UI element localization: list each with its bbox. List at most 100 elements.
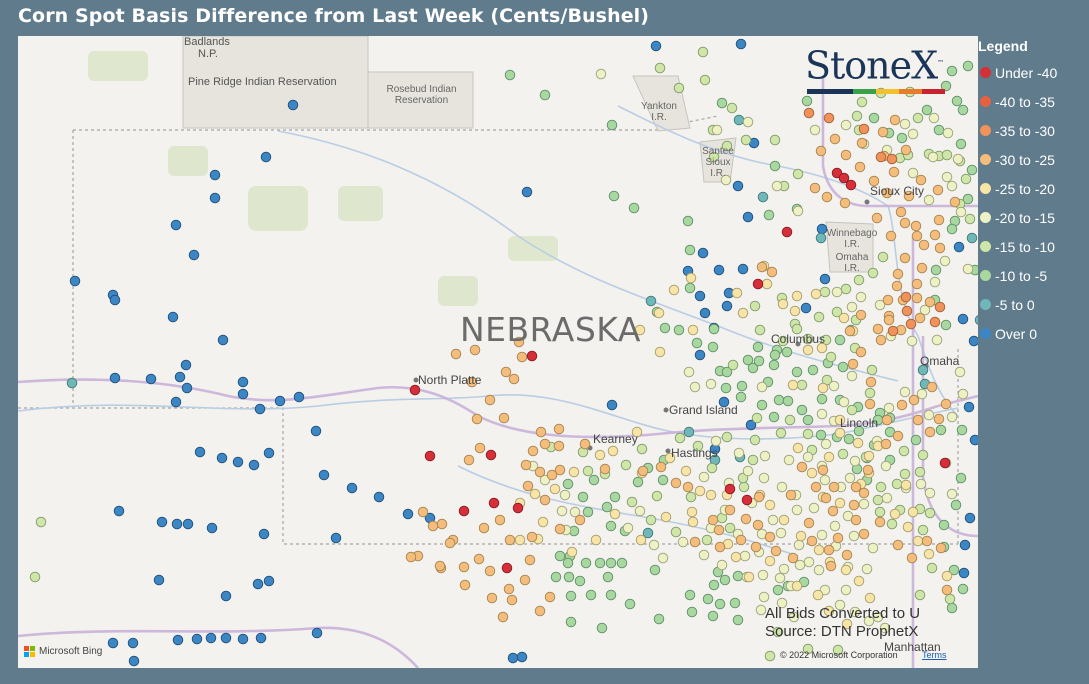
terms-link[interactable]: Terms xyxy=(922,650,947,660)
bid-location-marker[interactable] xyxy=(649,564,661,576)
bid-location-marker[interactable] xyxy=(802,643,814,655)
bid-location-marker[interactable] xyxy=(892,268,904,280)
bid-location-marker[interactable] xyxy=(721,140,733,152)
bid-location-marker[interactable] xyxy=(907,506,919,518)
bid-location-marker[interactable] xyxy=(69,275,81,287)
bid-location-marker[interactable] xyxy=(708,323,720,335)
bid-location-marker[interactable] xyxy=(232,456,244,468)
bid-location-marker[interactable] xyxy=(654,62,666,74)
bid-location-marker[interactable] xyxy=(858,487,870,499)
bid-location-marker[interactable] xyxy=(607,445,619,457)
bid-location-marker[interactable] xyxy=(960,173,972,185)
bid-location-marker[interactable] xyxy=(778,563,790,575)
bid-location-marker[interactable] xyxy=(463,454,475,466)
bid-location-marker[interactable] xyxy=(471,413,483,425)
bid-location-marker[interactable] xyxy=(806,467,818,479)
bid-location-marker[interactable] xyxy=(939,255,951,267)
bid-location-marker[interactable] xyxy=(954,366,966,378)
bid-location-marker[interactable] xyxy=(755,604,767,616)
bid-location-marker[interactable] xyxy=(864,592,876,604)
bid-location-marker[interactable] xyxy=(484,394,496,406)
bid-location-marker[interactable] xyxy=(508,373,520,385)
bid-location-marker[interactable] xyxy=(632,476,644,488)
bid-location-marker[interactable] xyxy=(866,364,878,376)
bid-location-marker[interactable] xyxy=(650,40,662,52)
bid-location-marker[interactable] xyxy=(872,323,884,335)
bid-location-marker[interactable] xyxy=(673,324,685,336)
bid-location-marker[interactable] xyxy=(849,606,861,618)
bid-location-marker[interactable] xyxy=(606,119,618,131)
bid-location-marker[interactable] xyxy=(906,552,918,564)
bid-location-marker[interactable] xyxy=(881,414,893,426)
bid-location-marker[interactable] xyxy=(601,501,613,513)
bid-location-marker[interactable] xyxy=(946,223,958,235)
bid-location-marker[interactable] xyxy=(699,307,711,319)
bid-location-marker[interactable] xyxy=(182,518,194,530)
bid-location-marker[interactable] xyxy=(791,323,803,335)
bid-location-marker[interactable] xyxy=(795,530,807,542)
bid-location-marker[interactable] xyxy=(752,278,764,290)
bid-location-marker[interactable] xyxy=(216,452,228,464)
bid-location-marker[interactable] xyxy=(775,527,787,539)
bid-location-marker[interactable] xyxy=(959,539,971,551)
bid-location-marker[interactable] xyxy=(761,278,773,290)
bid-location-marker[interactable] xyxy=(677,536,689,548)
bid-location-marker[interactable] xyxy=(733,114,745,126)
bid-location-marker[interactable] xyxy=(924,487,936,499)
bid-location-marker[interactable] xyxy=(512,502,524,514)
bid-location-marker[interactable] xyxy=(733,447,745,459)
bid-location-marker[interactable] xyxy=(906,335,918,347)
bid-location-marker[interactable] xyxy=(816,529,828,541)
bid-location-marker[interactable] xyxy=(831,306,843,318)
bid-location-marker[interactable] xyxy=(881,187,893,199)
bid-location-marker[interactable] xyxy=(855,346,867,358)
bid-location-marker[interactable] xyxy=(685,491,697,503)
bid-location-marker[interactable] xyxy=(156,516,168,528)
bid-location-marker[interactable] xyxy=(503,583,515,595)
bid-location-marker[interactable] xyxy=(732,570,744,582)
bid-location-marker[interactable] xyxy=(796,461,808,473)
bid-location-marker[interactable] xyxy=(840,119,852,131)
bid-location-marker[interactable] xyxy=(828,481,840,493)
bid-location-marker[interactable] xyxy=(803,556,815,568)
bid-location-marker[interactable] xyxy=(895,206,907,218)
legend-item[interactable]: Under -40 xyxy=(978,58,1086,87)
bid-location-marker[interactable] xyxy=(852,437,864,449)
bid-location-marker[interactable] xyxy=(885,230,897,242)
bid-location-marker[interactable] xyxy=(263,575,275,587)
bid-location-marker[interactable] xyxy=(705,489,717,501)
bid-location-marker[interactable] xyxy=(519,574,531,586)
bid-location-marker[interactable] xyxy=(834,427,846,439)
bid-location-marker[interactable] xyxy=(577,491,589,503)
bid-location-marker[interactable] xyxy=(642,527,654,539)
bid-location-marker[interactable] xyxy=(926,562,938,574)
bid-location-marker[interactable] xyxy=(962,193,974,205)
bid-location-marker[interactable] xyxy=(745,419,757,431)
bid-location-marker[interactable] xyxy=(844,325,856,337)
bid-location-marker[interactable] xyxy=(903,190,915,202)
bid-location-marker[interactable] xyxy=(942,127,954,139)
bid-location-marker[interactable] xyxy=(951,95,963,107)
bid-location-marker[interactable] xyxy=(29,571,41,583)
bid-location-marker[interactable] xyxy=(827,505,839,517)
bid-location-marker[interactable] xyxy=(935,542,947,554)
bid-location-marker[interactable] xyxy=(563,571,575,583)
bid-location-marker[interactable] xyxy=(109,294,121,306)
bid-location-marker[interactable] xyxy=(911,230,923,242)
bid-location-marker[interactable] xyxy=(957,313,969,325)
legend-item[interactable]: -15 to -10 xyxy=(978,232,1086,261)
legend-item[interactable]: -25 to -20 xyxy=(978,174,1086,203)
bid-location-marker[interactable] xyxy=(914,589,926,601)
bid-location-marker[interactable] xyxy=(689,536,701,548)
bid-location-marker[interactable] xyxy=(914,312,926,324)
bid-location-marker[interactable] xyxy=(694,349,706,361)
bid-location-marker[interactable] xyxy=(928,112,940,124)
bid-location-marker[interactable] xyxy=(905,318,917,330)
bid-location-marker[interactable] xyxy=(568,466,580,478)
bid-location-marker[interactable] xyxy=(940,319,952,331)
bid-location-marker[interactable] xyxy=(698,549,710,561)
bid-location-marker[interactable] xyxy=(191,633,203,645)
bid-location-marker[interactable] xyxy=(659,322,671,334)
legend-item[interactable]: -30 to -25 xyxy=(978,145,1086,174)
bid-location-marker[interactable] xyxy=(758,472,770,484)
